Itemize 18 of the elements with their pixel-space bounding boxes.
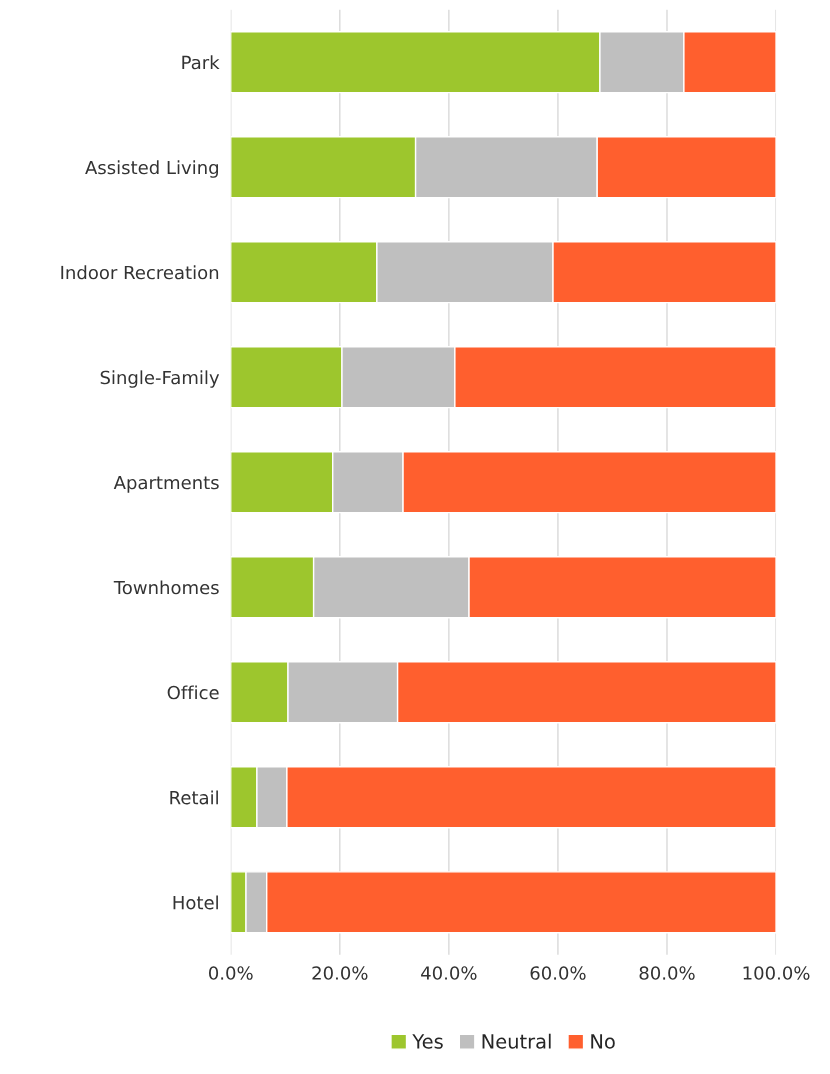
y-tick-label: Park	[182, 55, 220, 70]
y-tick-label: Assisted Living	[85, 160, 218, 178]
y-tick-label: Townhomes	[113, 580, 219, 595]
y-tick-label: Retail	[170, 790, 218, 805]
x-tick-label: 100.0%	[743, 966, 810, 980]
legend-label: Yes	[412, 1034, 443, 1049]
y-tick-label: Single-Family	[100, 370, 220, 388]
x-tick-label: 0.0%	[209, 966, 253, 980]
legend-label: Neutral	[482, 1033, 551, 1049]
x-tick-label: 80.0%	[639, 966, 695, 980]
y-tick-label: Apartments	[113, 475, 219, 493]
x-tick-label: 40.0%	[421, 966, 477, 980]
y-tick-label: Office	[167, 685, 219, 700]
y-tick-label: Indoor Recreation	[61, 265, 219, 280]
x-tick-label: 60.0%	[530, 966, 586, 980]
legend-label: No	[591, 1034, 615, 1049]
y-tick-label: Hotel	[173, 895, 218, 910]
x-tick-label: 20.0%	[312, 966, 368, 980]
